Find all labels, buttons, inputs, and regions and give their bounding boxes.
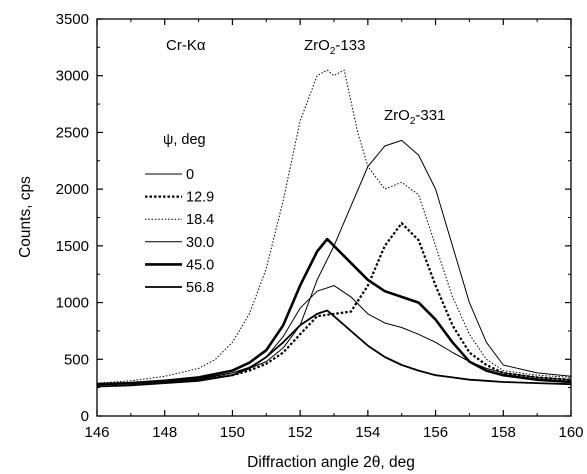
y-tick-label: 3000 [56, 68, 89, 85]
series-group [96, 69, 572, 388]
peak-label-133: ZrO2-133 [304, 37, 365, 57]
plot-frame [96, 18, 572, 417]
x-axis-title: Diffraction angle 2θ, deg [247, 454, 415, 471]
y-tick-label: 2500 [56, 124, 89, 141]
y-tick-label: 3500 [56, 11, 89, 28]
x-tick-label: 148 [152, 424, 177, 441]
x-tick-label: 158 [491, 424, 516, 441]
y-tick-label: 1500 [56, 238, 89, 255]
x-tick-label: 150 [220, 424, 245, 441]
x-tick-label: 146 [84, 424, 109, 441]
peak-label-331: ZrO2-331 [384, 107, 445, 127]
x-tick-label: 152 [288, 424, 313, 441]
series-line-12-9 [96, 222, 572, 386]
y-axis-ticks: 0 500 1000 1500 2000 2500 3000 3500 [56, 11, 571, 425]
legend-label-18-4: 18.4 [186, 212, 214, 228]
legend-label-30-0: 30.0 [186, 235, 214, 251]
series-line-18-4 [96, 69, 572, 384]
x-tick-label: 160 [558, 424, 583, 441]
y-tick-label: 0 [81, 408, 89, 425]
y-axis-title: Counts, cps [17, 176, 34, 258]
y-tick-label: 500 [64, 351, 89, 368]
x-axis-ticks: 146 148 150 152 154 156 158 160 [84, 19, 584, 441]
legend-label-12-9: 12.9 [186, 190, 214, 206]
y-tick-label: 1000 [56, 295, 89, 312]
series-line-0 [96, 139, 572, 385]
x-tick-label: 156 [423, 424, 448, 441]
series-line-30-0 [96, 285, 572, 385]
legend-label-56-8: 56.8 [186, 280, 214, 296]
legend: 0 12.9 18.4 30.0 45.0 56.8 [145, 167, 214, 296]
x-tick-label: 154 [355, 424, 380, 441]
radiation-label: Cr-Kα [166, 37, 206, 54]
y-tick-label: 2000 [56, 181, 89, 198]
legend-label-0: 0 [186, 167, 194, 183]
legend-title: ψ, deg [163, 132, 206, 148]
legend-label-45-0: 45.0 [186, 257, 214, 273]
series-line-45-0 [96, 237, 572, 386]
series-line-56-8 [96, 309, 572, 388]
